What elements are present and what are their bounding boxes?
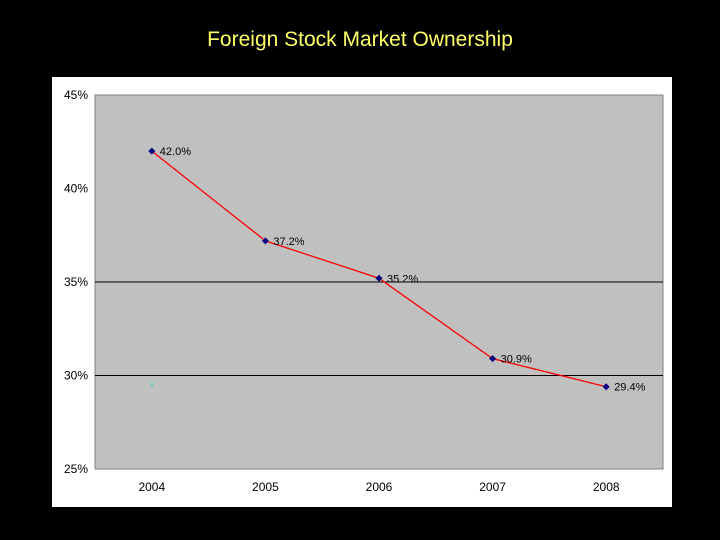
x-tick-label: 2004 [138,480,165,494]
data-point [375,274,383,282]
x-tick-label: 2007 [479,480,506,494]
data-label: 30.9% [501,354,532,366]
data-label: 42.0% [160,146,191,158]
x-tick-label: 2005 [252,480,279,494]
data-point [261,237,269,245]
x-axis-ticks: 2004 2005 2006 2007 2008 [138,480,619,494]
data-point [489,355,497,363]
x-tick-label: 2008 [593,480,620,494]
gridlines [95,281,663,376]
stray-marker-group [149,382,155,388]
stray-marker [149,382,155,388]
data-label: 37.2% [273,236,304,248]
x-tick-label: 2006 [366,480,393,494]
data-point [602,383,610,391]
data-point [148,147,156,155]
data-labels: 42.0% 37.2% 35.2% 30.9% 29.4% [160,146,646,394]
series-group [148,147,610,391]
y-tick-label: 40% [64,182,88,196]
data-label: 29.4% [614,382,645,394]
y-tick-label: 25% [64,462,88,476]
slide-title: Foreign Stock Market Ownership [207,28,513,51]
y-tick-label: 30% [64,369,88,383]
data-label: 35.2% [387,273,418,285]
y-axis-ticks: 25% 30% 35% 40% 45% [64,88,88,476]
y-tick-label: 35% [64,275,88,289]
y-tick-label: 45% [64,88,88,102]
